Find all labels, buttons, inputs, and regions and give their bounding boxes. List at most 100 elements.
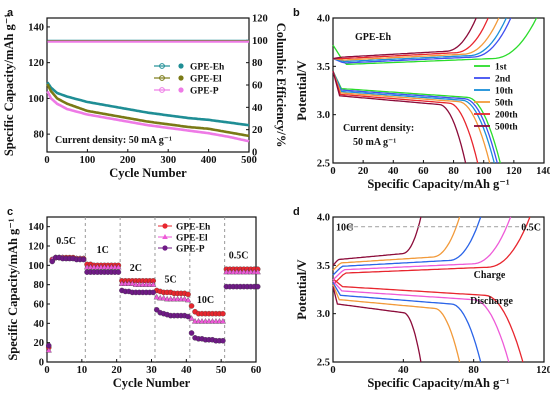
legend-marker [162, 234, 168, 239]
data-point [220, 310, 226, 317]
arrow-label: 0.5C [521, 223, 541, 234]
series-GPE-Eh [45, 254, 261, 351]
discharge-label: Discharge [470, 296, 513, 307]
charge-curve [332, 17, 512, 64]
y-tick-label: 2.5 [317, 358, 330, 369]
y-tick-label: 140 [28, 222, 44, 233]
data-point [49, 258, 55, 265]
legend-marker [159, 75, 165, 81]
panel-label: b [293, 7, 300, 19]
x-tick-label: 30 [146, 365, 157, 376]
capacity-line [46, 81, 250, 127]
data-point [153, 293, 160, 300]
discharge-curve [332, 71, 479, 164]
y2-tick-label: 100 [252, 36, 268, 47]
data-point [185, 313, 191, 320]
y-axis-label: Potential/V [295, 60, 309, 120]
y-tick-label: 3.5 [317, 62, 330, 73]
annotation: 50 mA g⁻¹ [353, 137, 396, 148]
chart-title: GPE-Eh [355, 32, 392, 43]
legend-marker [162, 223, 168, 229]
series-GPE-P [45, 254, 261, 349]
y-tick-label: 40 [34, 319, 45, 330]
y2-axis-label: Columbic Efficiency/% [274, 23, 288, 148]
data-point [188, 303, 195, 309]
data-point [115, 263, 122, 270]
y-tick-label: 4.0 [317, 213, 330, 224]
rate-label: 10C [197, 295, 214, 306]
charge-label: Charge [474, 270, 506, 281]
x-tick-label: 40 [181, 365, 192, 376]
x-axis-label: Cycle Number [113, 376, 191, 390]
data-point [150, 281, 157, 287]
discharge-curve [332, 284, 461, 363]
y2-tick-label: 80 [252, 58, 263, 69]
discharge-curve [332, 282, 482, 363]
discharge-curve [332, 286, 422, 363]
arrow-head [347, 223, 354, 230]
charge-curve [332, 17, 507, 63]
charge-curve [332, 216, 422, 266]
y-tick-label: 120 [28, 58, 44, 69]
arrow-label: 10C [336, 223, 353, 234]
x-tick-label: 100 [80, 155, 96, 166]
x-tick-label: 20 [358, 166, 369, 177]
x-tick-label: 0 [44, 365, 49, 376]
legend-label: 1st [495, 63, 507, 73]
x-tick-label: 120 [536, 365, 550, 376]
plot-frame-b [332, 17, 545, 164]
x-tick-label: 120 [506, 166, 522, 177]
rate-label: 2C [130, 263, 142, 274]
y-tick-label: 2.5 [317, 159, 330, 170]
charge-curve [332, 216, 482, 276]
x-axis-label: Cycle Number [109, 166, 187, 180]
data-point [45, 342, 52, 349]
data-point [115, 269, 122, 275]
panel-label: c [7, 206, 13, 218]
charge-curve [332, 216, 461, 271]
charge-curve [332, 17, 500, 61]
x-axis-label: Specific Capacity/mAh g⁻¹ [367, 177, 510, 191]
legend-label: 500th [495, 123, 518, 133]
capacity-line [46, 83, 250, 138]
y-tick-label: 80 [34, 130, 45, 141]
y-tick-label: 120 [28, 242, 44, 253]
legend-label: 50th [495, 99, 514, 109]
capacity-line [46, 90, 250, 143]
data-point [181, 295, 188, 302]
panel-label: d [293, 206, 300, 218]
data-point [219, 318, 226, 324]
y-tick-label: 4.0 [317, 14, 330, 25]
discharge-curve [332, 70, 491, 164]
x-tick-label: 140 [536, 166, 550, 177]
discharge-curve [332, 70, 495, 164]
rate-label: 0.5C [229, 251, 249, 262]
y-axis-label: Specific Capacity/mAh g⁻¹ [6, 218, 20, 361]
data-point [188, 330, 195, 336]
discharge-curve [332, 280, 510, 363]
charge-curve [333, 17, 489, 60]
plot-frame-d [332, 216, 545, 363]
legend-marker [159, 63, 165, 69]
x-tick-label: 80 [448, 166, 459, 177]
charge-curve [332, 17, 538, 65]
data-point [45, 347, 52, 353]
x-tick-label: 40 [388, 166, 399, 177]
y-tick-label: 100 [28, 94, 44, 105]
y2-tick-label: 40 [252, 103, 263, 114]
x-tick-label: 20 [111, 365, 122, 376]
legend-marker [178, 63, 184, 69]
rate-label: 1C [97, 245, 109, 256]
rate-label: 0.5C [56, 236, 76, 247]
x-tick-label: 10 [77, 365, 88, 376]
legend-label: GPE-Eh [176, 223, 211, 233]
y2-tick-label: 60 [252, 81, 263, 92]
x-tick-label: 400 [201, 155, 217, 166]
y-tick-label: 20 [34, 338, 45, 349]
legend-label: GPE-El [176, 234, 208, 244]
y-tick-label: 80 [34, 280, 45, 291]
y2-tick-label: 20 [252, 125, 263, 136]
charge-curve [332, 216, 512, 281]
y-axis-label: Specific Capacity/mAh g⁻¹ [2, 14, 16, 157]
